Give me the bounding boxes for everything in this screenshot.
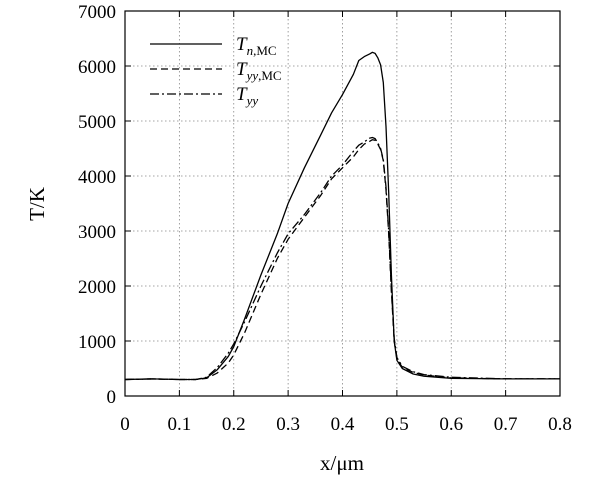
series-lines [124, 51, 560, 381]
x-axis-title: x/μm [320, 451, 364, 475]
y-tick-label: 6000 [78, 57, 116, 78]
x-tick-label: 0 [120, 414, 130, 435]
y-tick-label: 5000 [78, 112, 116, 133]
x-tick-label: 0.8 [548, 414, 572, 435]
x-tick-label: 0.3 [276, 414, 300, 435]
x-tick-labels: 0 0.1 0.2 0.3 0.4 0.5 0.6 0.7 0.8 [120, 414, 572, 435]
series-line-3 [124, 136, 560, 381]
y-tick-labels: 0 1000 2000 3000 4000 5000 6000 7000 [78, 2, 116, 408]
legend-label-1: Tn,MC [236, 34, 277, 58]
legend-label-2: Tyy,MC [236, 59, 282, 83]
y-tick-label: 2000 [78, 277, 116, 298]
y-tick-label: 7000 [78, 2, 116, 23]
x-tick-label: 0.1 [168, 414, 192, 435]
x-tick-label: 0.5 [385, 414, 409, 435]
y-axis-title: T/K [25, 187, 49, 221]
x-tick-label: 0.2 [222, 414, 246, 435]
y-tick-label: 1000 [78, 332, 116, 353]
y-tick-label: 3000 [78, 222, 116, 243]
y-tick-label: 4000 [78, 167, 116, 188]
legend-label-3: Tyy [236, 84, 258, 108]
x-tick-label: 0.4 [331, 414, 355, 435]
x-tick-label: 0.6 [439, 414, 463, 435]
axis-ticks [124, 10, 561, 397]
series-line-1 [124, 51, 560, 381]
x-tick-label: 0.7 [494, 414, 518, 435]
grid-lines [125, 11, 560, 396]
series-line-2 [124, 139, 560, 381]
y-tick-label: 0 [107, 387, 117, 408]
